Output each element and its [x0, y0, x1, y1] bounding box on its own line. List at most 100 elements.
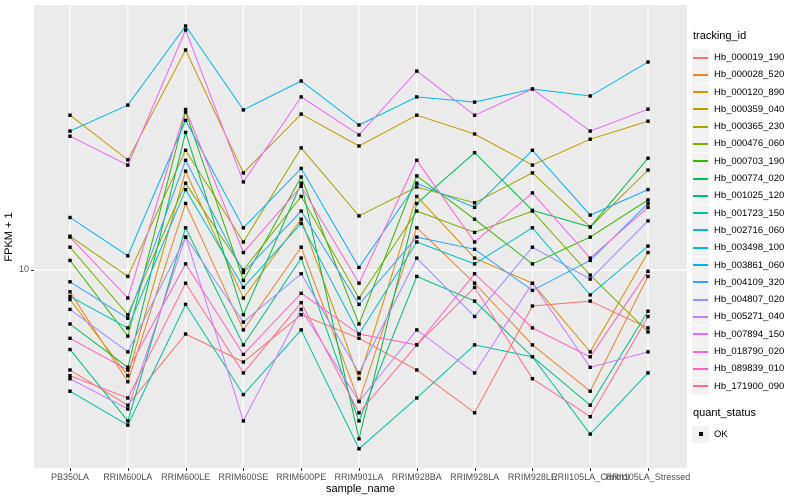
data-point	[472, 285, 477, 290]
data-point	[68, 294, 72, 299]
data-point	[299, 291, 303, 295]
data-point	[126, 365, 130, 369]
data-point	[530, 87, 535, 91]
data-point	[126, 403, 130, 407]
legend-line-swatch-icon	[693, 73, 708, 76]
data-point	[588, 403, 592, 407]
data-point	[472, 343, 477, 347]
legend-item-Hb_002716_060: Hb_002716_060	[692, 221, 799, 239]
data-point	[588, 350, 592, 354]
data-point	[126, 368, 130, 372]
data-point	[472, 247, 477, 251]
data-point	[357, 377, 361, 381]
legend-item-label: Hb_000028_520	[714, 69, 785, 81]
data-point	[588, 235, 592, 239]
data-point	[299, 217, 303, 221]
data-point	[588, 258, 592, 263]
data-point	[415, 328, 419, 332]
data-point	[241, 296, 246, 300]
data-point	[241, 371, 246, 375]
data-point	[415, 240, 419, 244]
legend-key	[692, 66, 709, 84]
data-point	[415, 201, 419, 206]
data-point	[472, 262, 477, 266]
legend-key	[692, 170, 709, 188]
legend-item-Hb_004109_320: Hb_004109_320	[692, 273, 799, 291]
legend-key	[692, 187, 709, 205]
data-point	[472, 272, 477, 276]
data-point	[415, 343, 419, 347]
legend-items: Hb_000019_190 Hb_000028_520 Hb_000120_890 H…	[692, 49, 799, 395]
data-point	[415, 235, 419, 239]
data-point	[530, 191, 535, 195]
data-point	[357, 399, 361, 404]
data-point	[299, 79, 303, 83]
data-point	[299, 181, 303, 185]
data-point	[472, 201, 477, 205]
x-tick-mark	[416, 468, 418, 471]
data-point	[241, 180, 246, 184]
quant-status-key	[692, 425, 709, 443]
data-point	[126, 103, 130, 107]
legend-item-label: Hb_007894_150	[714, 328, 785, 340]
x-tick-label-RRIM600PE: RRIM600PE	[276, 472, 327, 482]
plot-panel	[34, 5, 687, 468]
data-point	[183, 24, 188, 28]
data-point	[357, 302, 361, 307]
legend-key	[692, 377, 709, 395]
data-point	[299, 166, 303, 171]
data-point	[299, 184, 303, 188]
data-point	[472, 240, 477, 244]
legend-item-label: Hb_000476_060	[714, 138, 785, 150]
legend-item-label: Hb_000019_190	[714, 52, 785, 63]
data-point	[588, 415, 592, 419]
data-point	[472, 411, 477, 415]
data-point	[299, 175, 303, 179]
data-point	[646, 107, 650, 111]
data-point	[646, 326, 650, 330]
data-point	[183, 332, 188, 336]
legend-key	[692, 204, 709, 222]
chart-canvas	[34, 5, 687, 468]
data-point	[472, 299, 477, 303]
data-point	[68, 113, 72, 117]
legend-item-Hb_000359_040: Hb_000359_040	[692, 100, 799, 118]
data-point	[472, 314, 477, 319]
quant-status-item: OK	[692, 425, 799, 443]
legend-key	[692, 360, 709, 378]
data-point	[241, 285, 246, 290]
data-point	[588, 94, 592, 98]
legend-item-label: Hb_000120_890	[714, 86, 785, 98]
x-tick-mark	[648, 468, 649, 471]
data-point	[241, 250, 246, 255]
legend-item-Hb_171900_090: Hb_171900_090	[692, 377, 799, 395]
x-tick-label-PB350LA: PB350LA	[50, 472, 90, 482]
legend-key	[692, 100, 709, 118]
data-point	[126, 158, 130, 162]
legend-key	[692, 273, 709, 291]
data-point	[646, 250, 650, 255]
data-point	[530, 326, 535, 330]
data-point	[357, 437, 361, 441]
y-axis-title: FPKM + 1	[3, 212, 15, 262]
legend-key	[692, 49, 709, 66]
data-point	[415, 194, 419, 199]
data-point	[68, 368, 72, 372]
legend-item-Hb_000476_060: Hb_000476_060	[692, 135, 799, 153]
data-point	[68, 389, 72, 393]
data-point	[646, 309, 650, 313]
data-point	[299, 209, 303, 213]
data-point	[299, 307, 303, 312]
data-point	[646, 274, 650, 279]
legend-item-Hb_000028_520: Hb_000028_520	[692, 66, 799, 84]
legend-line-swatch-icon	[693, 229, 708, 232]
data-point	[68, 347, 72, 352]
data-point	[472, 132, 477, 136]
legend-key	[692, 343, 709, 361]
black-square-marker-icon	[698, 432, 703, 437]
legend-item-Hb_003861_060: Hb_003861_060	[692, 256, 799, 274]
data-point	[588, 389, 592, 393]
data-point	[126, 396, 130, 400]
data-point	[126, 374, 130, 378]
